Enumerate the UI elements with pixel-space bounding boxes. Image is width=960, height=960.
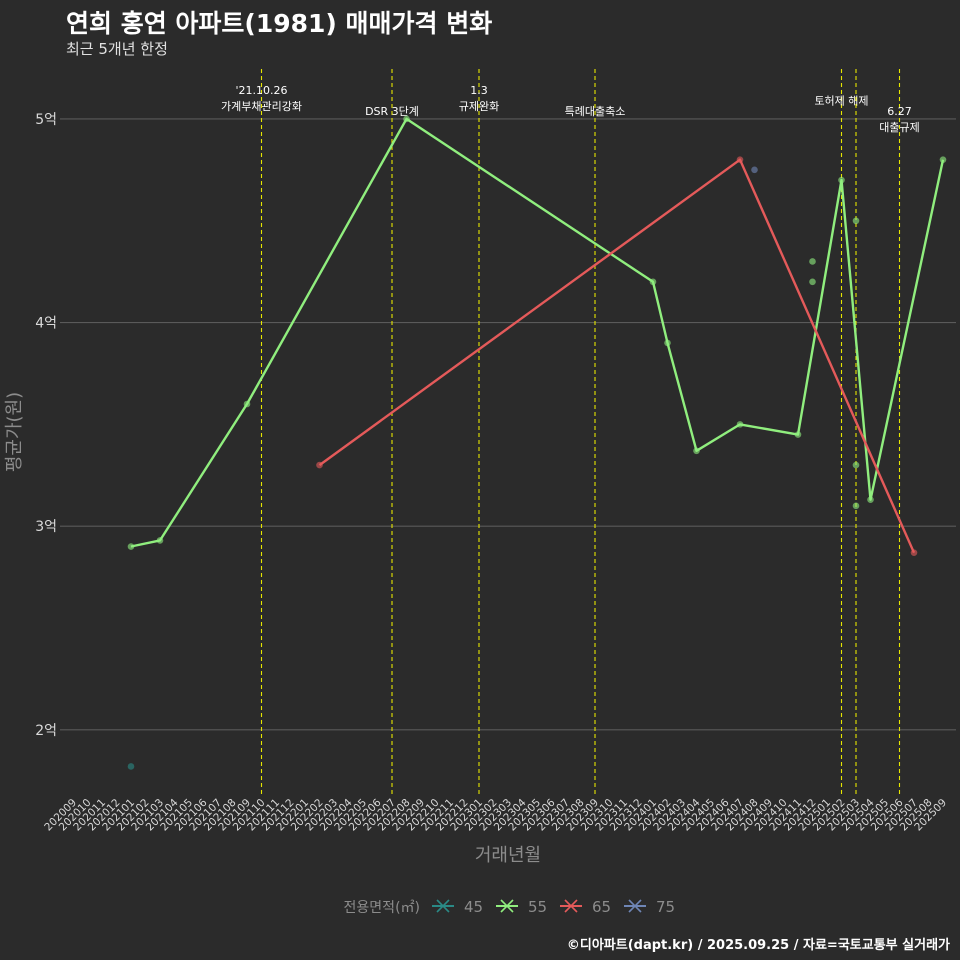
event-label: 토허제 해제 [814,94,868,108]
data-point-55 [939,156,947,163]
series-line-65 [318,158,916,554]
data-point-55 [838,176,845,184]
legend-label: 55 [528,898,547,916]
x-axis-title: 거래년월 [475,845,541,866]
data-point-55 [127,543,135,550]
event-label: 특례대출축소 [565,105,626,118]
legend-key-cross [564,899,578,913]
data-point-65 [736,156,744,163]
y-tick-label: 3억 [35,519,57,535]
event-label: DSR 3단계 [365,105,419,118]
chart-title: 연희 홍연 아파트(1981) 매매가격 변화 [66,9,493,38]
event-label: '21.10.26 [235,84,287,97]
legend-key-cross [436,899,450,913]
data-point-55 [852,461,860,469]
data-point-55 [693,447,700,455]
event-label: 6.27 [887,105,912,118]
data-point-65 [316,461,323,469]
data-point-55 [664,339,671,347]
y-axis-title: 평균가(원) [4,392,25,472]
y-tick-label: 4억 [35,316,57,332]
data-point-55 [852,502,860,510]
y-tick-label: 2억 [35,723,57,739]
data-point-55 [852,217,860,225]
data-point-55 [867,496,874,504]
data-point-55 [794,431,802,438]
data-point-55 [809,258,816,265]
data-point-55 [243,400,251,408]
data-point-55 [156,537,164,544]
y-tick-label: 5억 [35,112,57,128]
data-point-55 [809,278,816,286]
data-point-45 [127,763,135,770]
event-label: 1.3 [470,84,488,97]
legend-key-cross [628,899,642,913]
event-label: 규제완화 [459,100,499,113]
series-line-55 [130,117,945,548]
legend-label: 45 [464,898,483,916]
chart-subtitle: 최근 5개년 한정 [66,40,168,58]
data-point-55 [649,278,657,286]
legend-key-cross [500,899,514,913]
source-caption: ©디아파트(dapt.kr) / 2025.09.25 / 자료=국토교통부 실… [566,938,950,953]
data-point-65 [910,549,918,556]
legend-label: 65 [592,898,611,916]
data-point-55 [403,115,410,123]
event-label: 가계부채관리강화 [221,100,302,113]
legend-label: 75 [656,898,675,916]
event-label: 대출규제 [879,121,919,134]
data-point-55 [736,421,744,428]
data-point-75 [751,166,758,174]
legend-title: 전용면적(㎡) [344,900,420,916]
